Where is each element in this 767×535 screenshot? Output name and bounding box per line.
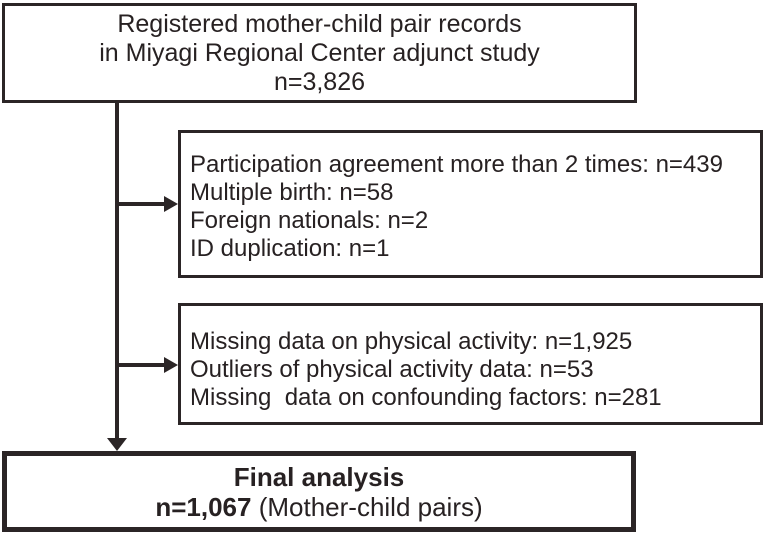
exclusion-1-line-2: Multiple birth: n=58: [190, 179, 394, 206]
exclusion-2-line-3: Missing data on confounding factors: n=2…: [190, 384, 662, 411]
final-analysis-title: Final analysis: [233, 462, 405, 492]
final-analysis-n: n=1,067: [155, 492, 252, 522]
exclusion-1-line-3: Foreign nationals: n=2: [190, 207, 429, 234]
registered-records-box: Registered mother-child pair records in …: [2, 3, 637, 103]
exclusion-branch-line-2: [117, 363, 167, 367]
final-analysis-count-line: n=1,067 (Mother-child pairs): [7, 492, 631, 522]
exclusion-2-line-1: Missing data on physical activity: n=1,9…: [190, 328, 633, 355]
exclusion-2-line-2: Outliers of physical activity data: n=53: [190, 356, 594, 383]
registered-records-line-2: in Miyagi Regional Center adjunct study: [99, 38, 540, 67]
exclusion-1-line-1: Participation agreement more than 2 time…: [190, 151, 723, 178]
final-analysis-box: Final analysis n=1,067 (Mother-child pai…: [2, 451, 636, 532]
final-analysis-n-suffix: (Mother-child pairs): [251, 492, 483, 522]
exclusion-branch-line-1: [117, 202, 167, 206]
right-arrowhead-icon-1: [164, 196, 178, 212]
registered-records-count: n=3,826: [273, 67, 366, 96]
registered-records-line-1: Registered mother-child pair records: [117, 9, 522, 38]
exclusion-1-line-4: ID duplication: n=1: [190, 235, 390, 262]
exclusion-box-2: Missing data on physical activity: n=1,9…: [178, 303, 763, 425]
down-arrowhead-icon: [107, 438, 127, 451]
flow-line-vertical: [115, 101, 119, 439]
right-arrowhead-icon-2: [164, 357, 178, 373]
exclusion-box-1: Participation agreement more than 2 time…: [178, 130, 763, 278]
